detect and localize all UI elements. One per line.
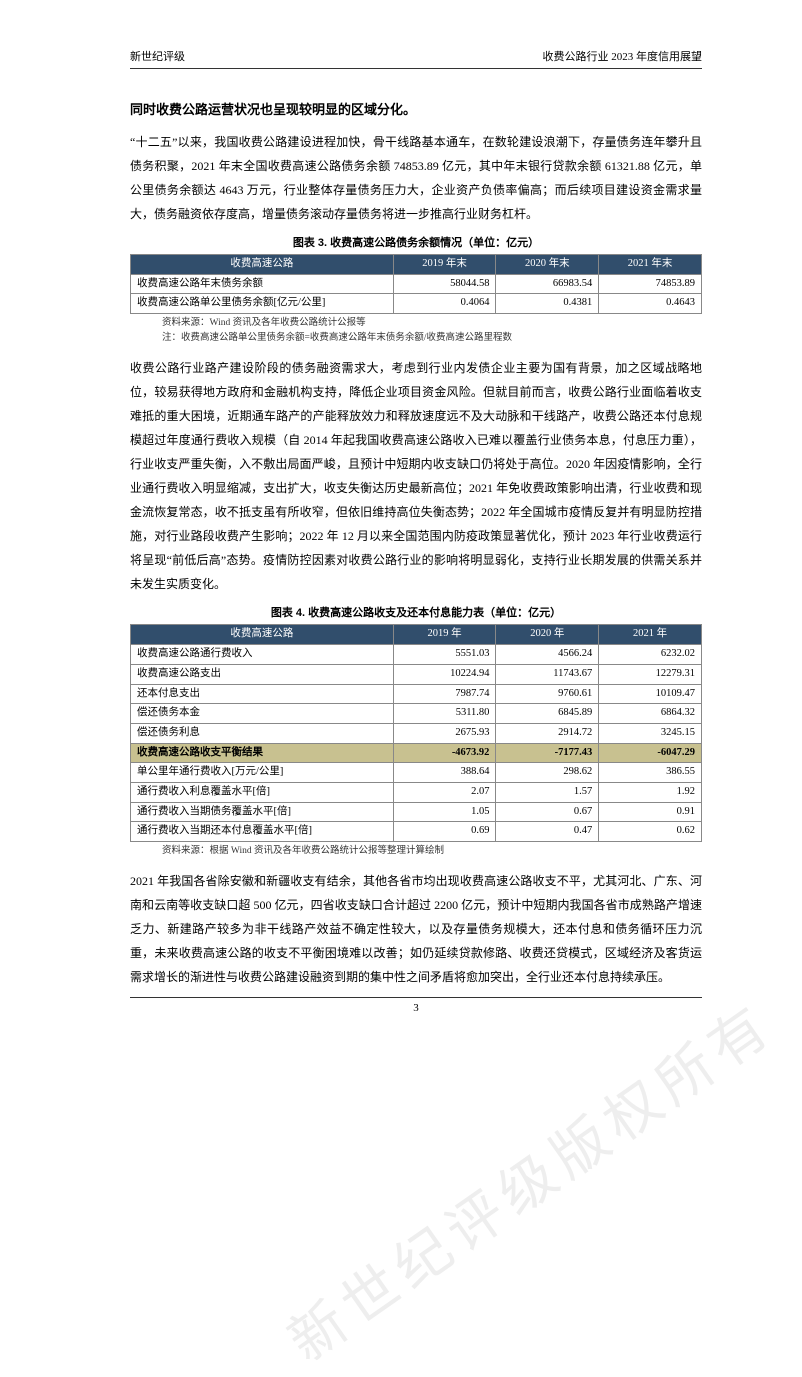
t4-h3: 2021 年 <box>599 625 702 645</box>
table4-title: 图表 4. 收费高速公路收支及还本付息能力表（单位：亿元） <box>130 604 702 620</box>
table-row: 通行费收入当期债务覆盖水平[倍]1.050.670.91 <box>131 802 702 822</box>
t4-h1: 2019 年 <box>393 625 496 645</box>
table3-title: 图表 3. 收费高速公路债务余额情况（单位：亿元） <box>130 234 702 250</box>
section-title: 同时收费公路运营状况也呈现较明显的区域分化。 <box>130 99 702 118</box>
table-row: 收费高速公路通行费收入5551.034566.246232.02 <box>131 645 702 665</box>
table-row: 收费高速公路年末债务余额 58044.58 66983.54 74853.89 <box>131 274 702 294</box>
paragraph-2: 收费公路行业路产建设阶段的债务融资需求大，考虑到行业内发债企业主要为国有背景，加… <box>130 356 702 596</box>
t4-h0: 收费高速公路 <box>131 625 394 645</box>
table4-source: 资料来源：根据 Wind 资讯及各年收费公路统计公报等整理计算绘制 <box>130 844 702 859</box>
t3-h2: 2020 年末 <box>496 255 599 275</box>
header-right: 收费公路行业 2023 年度信用展望 <box>543 48 703 64</box>
table-row: 通行费收入利息覆盖水平[倍]2.071.571.92 <box>131 782 702 802</box>
table-row: 还本付息支出7987.749760.6110109.47 <box>131 684 702 704</box>
table-row: 收费高速公路单公里债务余额[亿元/公里] 0.4064 0.4381 0.464… <box>131 294 702 314</box>
t3-h0: 收费高速公路 <box>131 255 394 275</box>
table3-source: 资料来源：Wind 资讯及各年收费公路统计公报等 注：收费高速公路单公里债务余额… <box>130 316 702 346</box>
page-number: 3 <box>130 1002 702 1014</box>
footer-divider <box>130 997 702 998</box>
paragraph-3: 2021 年我国各省除安徽和新疆收支有结余，其他各省市均出现收费高速公路收支不平… <box>130 869 702 989</box>
page-header: 新世纪评级 收费公路行业 2023 年度信用展望 <box>130 48 702 69</box>
t3-h1: 2019 年末 <box>393 255 496 275</box>
paragraph-1: “十二五”以来，我国收费公路建设进程加快，骨干线路基本通车，在数轮建设浪潮下，存… <box>130 130 702 226</box>
table-row: 偿还债务本金5311.806845.896864.32 <box>131 704 702 724</box>
table3: 收费高速公路 2019 年末 2020 年末 2021 年末 收费高速公路年末债… <box>130 254 702 314</box>
table4: 收费高速公路 2019 年 2020 年 2021 年 收费高速公路通行费收入5… <box>130 624 702 842</box>
header-left: 新世纪评级 <box>130 48 185 64</box>
table-row: 收费高速公路支出10224.9411743.6712279.31 <box>131 664 702 684</box>
page-content: 新世纪评级 收费公路行业 2023 年度信用展望 同时收费公路运营状况也呈现较明… <box>0 0 802 1044</box>
t4-h2: 2020 年 <box>496 625 599 645</box>
table-row: 单公里年通行费收入[万元/公里]388.64298.62386.55 <box>131 763 702 783</box>
table-row: 通行费收入当期还本付息覆盖水平[倍]0.690.470.62 <box>131 822 702 842</box>
table-row: 偿还债务利息2675.932914.723245.15 <box>131 723 702 743</box>
table-row-highlight: 收费高速公路收支平衡结果-4673.92-7177.43-6047.29 <box>131 743 702 763</box>
t3-h3: 2021 年末 <box>599 255 702 275</box>
